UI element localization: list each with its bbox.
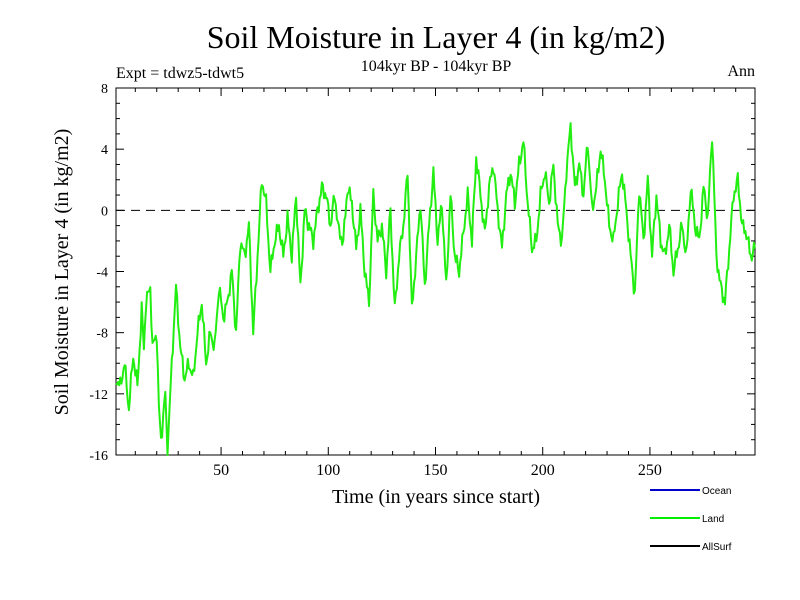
x-tick-label: 250 [638,462,662,479]
x-tick-label: 200 [531,462,555,479]
chart-title: Soil Moisture in Layer 4 (in kg/m2) [207,19,666,55]
legend-label-ocean: Ocean [702,486,731,497]
legend-label-land: Land [702,514,724,525]
y-tick-label: -16 [89,449,108,464]
x-tick-label: 50 [213,462,229,479]
y-tick-label: -4 [96,266,108,281]
legend: Ocean Land AllSurf [650,486,732,553]
x-axis-label: Time (in years since start) [332,486,540,508]
x-tick-label: 150 [424,462,448,479]
y-tick-label: -12 [89,388,108,403]
plot-frame [115,87,756,456]
y-tick-label: 0 [101,204,108,219]
y-tick-labels: -16 -12 -8 -4 0 4 8 [89,82,108,464]
y-axis-label: Soil Moisture in Layer 4 (in kg/m2) [51,129,73,416]
series-line-land [115,122,756,456]
y-tick-label: 8 [101,82,108,97]
axis-ticks [116,88,755,455]
x-tick-label: 100 [316,462,340,479]
legend-label-allsurf: AllSurf [702,542,732,553]
x-tick-labels: 50 100 150 200 250 [213,462,662,479]
y-tick-label: 4 [101,143,108,158]
period-label: Ann [727,63,755,80]
y-tick-label: -8 [96,327,108,342]
chart-subtitle: 104kyr BP - 104kyr BP [361,58,512,75]
experiment-label: Expt = tdwz5-tdwt5 [116,65,244,82]
